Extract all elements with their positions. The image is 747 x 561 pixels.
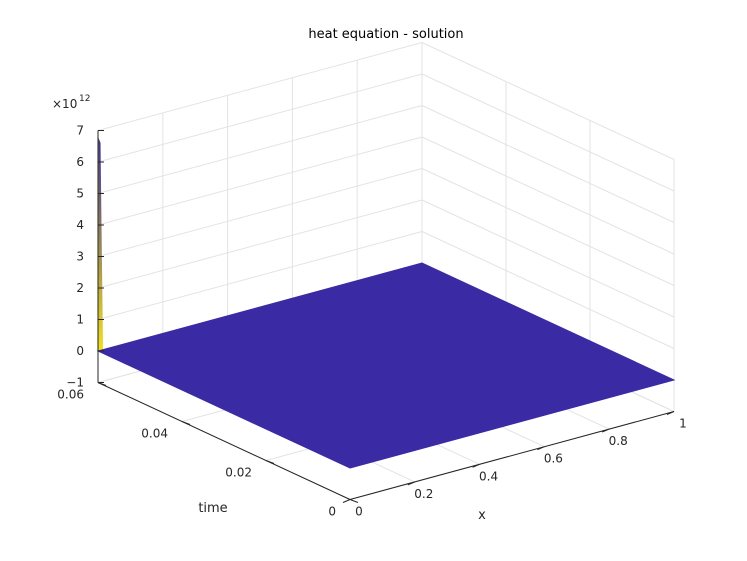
z-tick-label: −1 [66, 376, 84, 390]
x-tick-label: 0.8 [609, 434, 628, 448]
grid-line [421, 42, 675, 160]
x-tick-mark [342, 499, 351, 503]
z-tick-label: 7 [76, 124, 84, 138]
grid-line [421, 136, 675, 255]
chart-title: heat equation - solution [308, 27, 463, 42]
y-tick-label: 0.06 [57, 388, 84, 402]
x-tick-mark [602, 428, 610, 433]
surface-layer [96, 136, 676, 469]
z-tick-label: 0 [76, 344, 84, 358]
y-tick-label: 0.04 [141, 427, 168, 441]
solution-surface [96, 262, 676, 469]
x-tick-label: 1 [679, 417, 687, 431]
y-axis-label: time [198, 501, 227, 516]
x-tick-label: 0.4 [479, 469, 498, 483]
grid-line [97, 231, 423, 320]
x-tick-label: 0 [355, 505, 363, 519]
x-tick-mark [472, 463, 480, 468]
z-tick-label: 6 [76, 155, 84, 169]
z-exponent-base: ×10 [52, 97, 77, 111]
grid-line [421, 73, 675, 192]
x-tick-label: 0.6 [544, 452, 563, 466]
grid-line [421, 168, 675, 286]
solution-spike [98, 136, 104, 353]
z-tick-label: 4 [76, 218, 84, 232]
grid-line [421, 105, 675, 223]
text-layer: heat equation - solution x time ×10 12 0… [52, 27, 687, 523]
grid-line [97, 199, 423, 289]
grid-line [97, 73, 423, 163]
x-axis-label: x [478, 508, 486, 523]
z-exponent: 12 [79, 94, 90, 104]
x-axis-line [349, 411, 675, 500]
grid-line [421, 199, 675, 318]
x-tick-mark [537, 446, 545, 451]
y-tick-mark [181, 421, 191, 425]
z-tick-label: 2 [76, 281, 84, 295]
z-tick-label: 5 [76, 187, 84, 201]
grid-line [97, 105, 423, 194]
grid-line [97, 168, 423, 257]
grid-line [97, 136, 423, 226]
y-tick-mark [265, 460, 275, 464]
y-axis-line [97, 382, 351, 500]
grid-line [97, 42, 423, 131]
y-tick-label: 0 [328, 505, 336, 519]
z-tick-label: 3 [76, 250, 84, 264]
axis-layer [97, 130, 675, 503]
y-tick-mark [349, 499, 359, 503]
grid-line [421, 231, 675, 349]
x-tick-label: 0.2 [414, 487, 433, 501]
x-tick-mark [407, 481, 415, 486]
z-tick-label: 1 [76, 313, 84, 327]
x-tick-mark [666, 411, 675, 415]
y-tick-label: 0.02 [225, 466, 252, 480]
